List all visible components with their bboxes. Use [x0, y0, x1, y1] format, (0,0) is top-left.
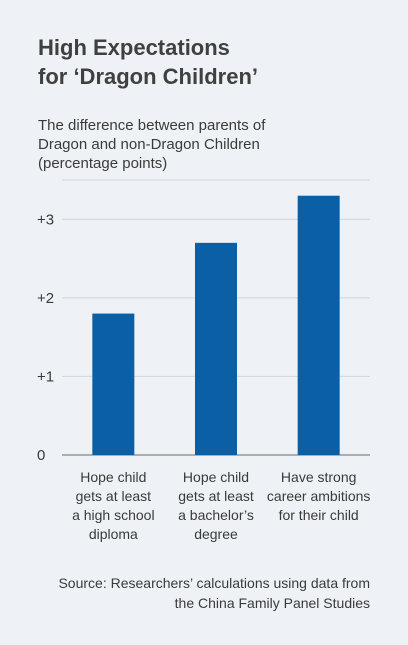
- y-tick-label: +1: [37, 368, 54, 385]
- bar: [92, 313, 135, 455]
- source-line: the China Family Panel Studies: [174, 595, 370, 611]
- x-category-label: Hope child: [183, 469, 249, 485]
- source-line: Source: Researchers’ calculations using …: [58, 575, 370, 591]
- bar: [297, 195, 340, 455]
- x-category-label: diploma: [89, 526, 138, 542]
- chart-subtitle-line: Dragon and non-Dragon Children: [38, 136, 260, 153]
- chart-subtitle-line: (percentage points): [38, 155, 168, 172]
- y-tick-label: +2: [37, 290, 54, 307]
- x-category-label: Have strong: [281, 469, 356, 485]
- y-tick-label: +3: [37, 211, 54, 228]
- x-category-label: a high school: [72, 507, 155, 523]
- x-category-label: a bachelor’s: [178, 507, 254, 523]
- chart-title-line: for ‘Dragon Children’: [38, 64, 258, 89]
- x-category-label: for their child: [279, 507, 359, 523]
- chart-title-line: High Expectations: [38, 35, 230, 60]
- chart-subtitle-line: The difference between parents of: [38, 117, 266, 134]
- x-category-label: degree: [194, 526, 238, 542]
- x-category-label: gets at least: [178, 488, 254, 504]
- bar: [195, 242, 237, 455]
- source-note: Source: Researchers’ calculations using …: [58, 573, 370, 613]
- x-category-label: Hope child: [80, 469, 146, 485]
- x-category-label: gets at least: [76, 488, 152, 504]
- chart-subtitle: The difference between parents of Dragon…: [38, 116, 265, 173]
- y-tick-label: 0: [37, 447, 45, 464]
- chart-title: High Expectations for ‘Dragon Children’: [38, 33, 258, 91]
- x-category-label: career ambitions: [267, 488, 371, 504]
